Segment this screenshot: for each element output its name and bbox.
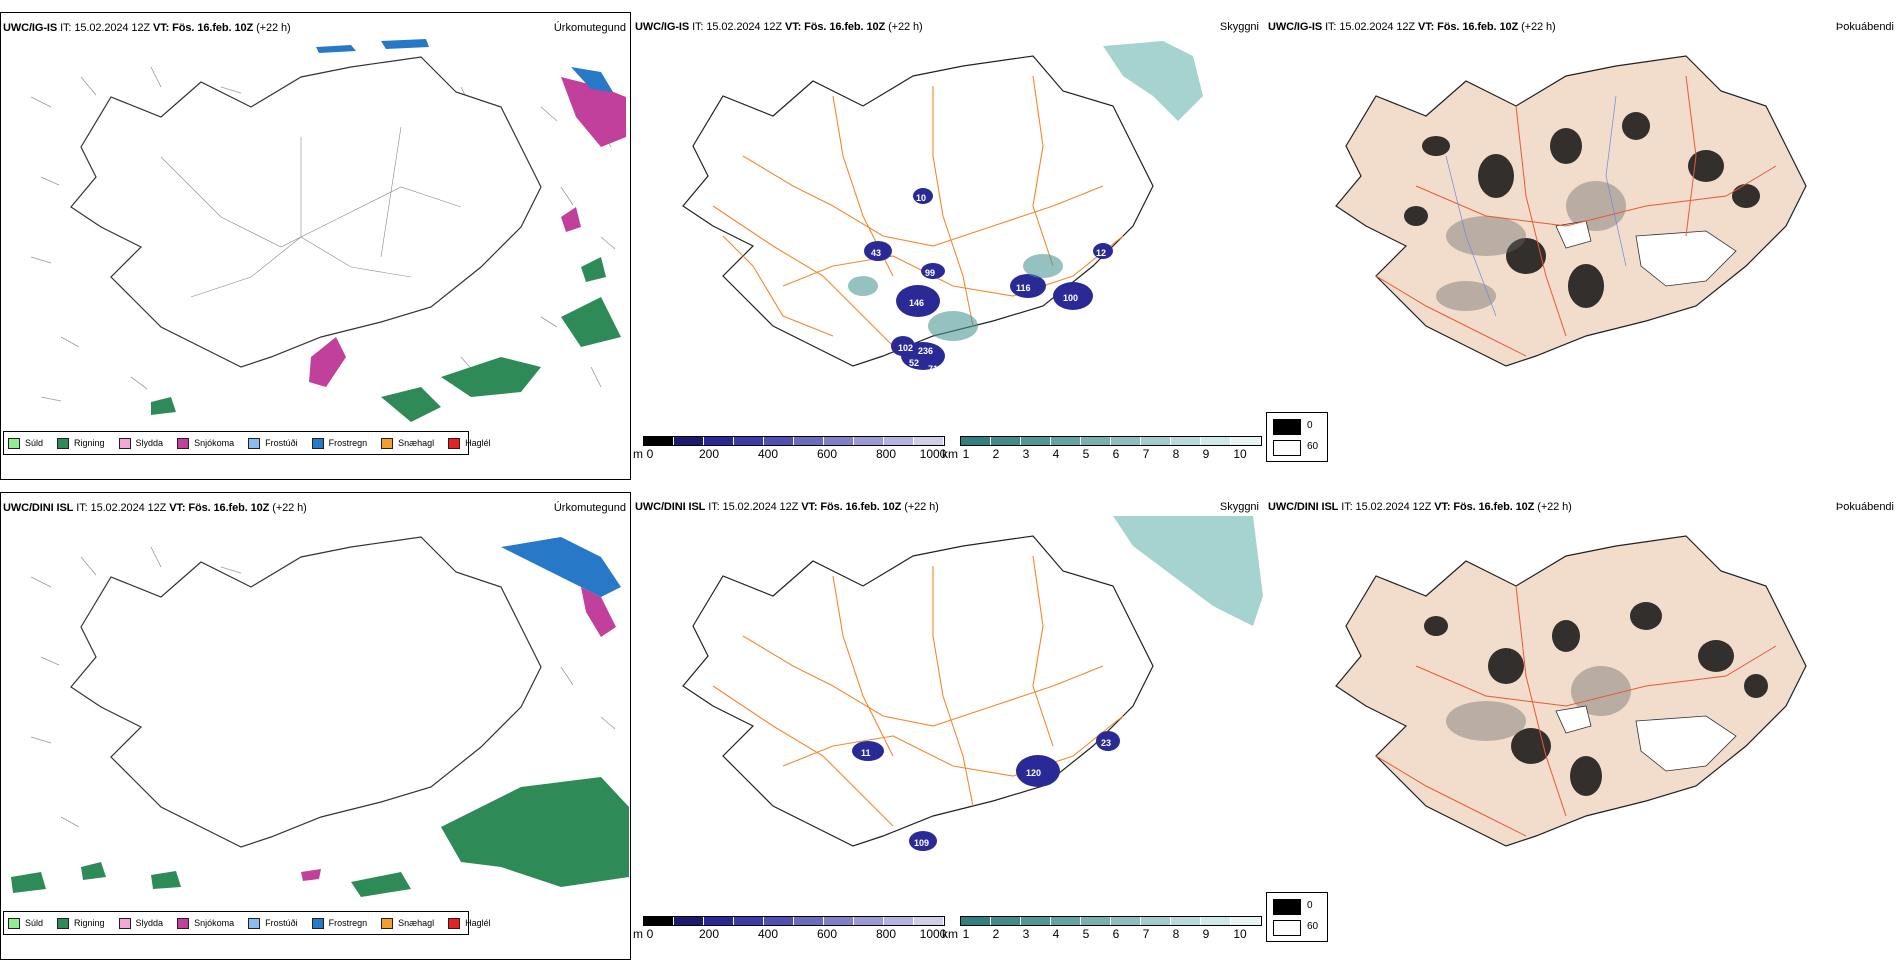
tick-label: 200: [698, 447, 720, 461]
cloud-label: 52: [909, 358, 919, 368]
panel-header: UWC/IG-IS IT: 15.02.2024 12Z VT: Fös. 16…: [3, 22, 291, 34]
cloud-label: 71: [928, 364, 938, 374]
cloud-label: 120: [1026, 768, 1041, 778]
cloud-label: 100: [1063, 293, 1078, 303]
tick-label: 9: [1202, 447, 1210, 461]
cloud-label: 236: [918, 346, 933, 356]
precip-map: [11, 536, 629, 897]
fog-index-map: [1335, 55, 1807, 367]
cloud-label: 102: [898, 343, 913, 353]
fog-index-map: [1335, 535, 1807, 847]
fog-legend: 0 60: [1266, 892, 1328, 942]
cloud-visibility-map: 11 120 23 109: [682, 516, 1263, 851]
visibility-colorbar: km 1 2 3 4 5 6 7 8 9 10: [942, 436, 1264, 462]
cloudbase-colorbar: m 0 200 400 600 800 1000: [633, 436, 949, 462]
panel-header: UWC/IG-IS IT: 15.02.2024 12Z VT: Fös. 16…: [1268, 21, 1556, 33]
cloud-label: 99: [925, 268, 935, 278]
tick-label: 0: [646, 447, 654, 461]
precip-type-legend: Súld Rigning Slydda Snjókoma Frostúði Fr…: [3, 431, 491, 455]
cloud-visibility-panel: UWC/DINI ISL IT: 15.02.2024 12Z VT: Fös.…: [633, 492, 1263, 960]
cloud-visibility-map: 10 43 99 146 116 100 12 102 236 52 71 40…: [682, 41, 1203, 374]
cloud-label: 23: [1101, 738, 1111, 748]
panel-header: UWC/IG-IS IT: 15.02.2024 12Z VT: Fös. 16…: [635, 21, 923, 33]
tick-label: 10: [1233, 447, 1247, 461]
tick-label: 1000: [919, 447, 947, 461]
legend-item: Rigning: [57, 437, 105, 449]
it-value: 15.02.2024 12Z: [74, 22, 151, 34]
cloud-label: 40: [963, 196, 973, 206]
tick-label: 800: [875, 447, 897, 461]
cloudbase-bar: [643, 436, 945, 446]
tick-label: 1: [962, 447, 970, 461]
precip-type-panel: UWC/DINI ISL IT: 15.02.2024 12Z VT: Fös.…: [0, 492, 631, 960]
tick-label: 7: [1142, 447, 1150, 461]
fog-index-panel: UWC/IG-IS IT: 15.02.2024 12Z VT: Fös. 16…: [1266, 12, 1898, 480]
tick-label: 400: [757, 447, 779, 461]
tick-label: 3: [1022, 447, 1030, 461]
tick-label: 2: [992, 447, 1000, 461]
legend-swatch: [311, 437, 324, 449]
cloud-label: 146: [909, 298, 924, 308]
panel-header: UWC/DINI ISL IT: 15.02.2024 12Z VT: Fös.…: [1268, 501, 1572, 513]
fog-index-panel: UWC/DINI ISL IT: 15.02.2024 12Z VT: Fös.…: [1266, 492, 1898, 960]
legend-swatch: [1273, 419, 1301, 435]
precip-map: [30, 39, 626, 422]
cloud-label: 11: [861, 748, 871, 758]
visibility-bar: [960, 436, 1262, 446]
cloud-label: 109: [914, 838, 929, 848]
cloudbase-colorbar: m 0 200 400 600 800 1000: [633, 916, 949, 942]
precip-type-legend: Súld Rigning Slydda Snjókoma Frostúði Fr…: [3, 911, 491, 935]
cloud-visibility-panel: UWC/IG-IS IT: 15.02.2024 12Z VT: Fös. 16…: [633, 12, 1263, 480]
lead-time: (+22 h): [256, 22, 291, 34]
panel-header: UWC/DINI ISL IT: 15.02.2024 12Z VT: Fös.…: [635, 501, 939, 513]
cloud-label: 12: [1096, 248, 1106, 258]
visibility-unit: km: [942, 447, 958, 461]
model-name: UWC/DINI ISL: [3, 502, 74, 514]
legend-swatch: [448, 437, 461, 449]
legend-swatch: [118, 437, 131, 449]
fog-legend: 0 60: [1266, 412, 1328, 462]
cloudbase-unit: m: [633, 447, 643, 461]
cloud-label: 10: [916, 193, 926, 203]
legend-item: Snæhagl: [381, 437, 434, 449]
tick-label: 4: [1052, 447, 1060, 461]
legend-swatch: [57, 437, 70, 449]
tick-label: 5: [1082, 447, 1090, 461]
visibility-colorbar: km 1 2 3 4 5 6 7 8 9 10: [942, 916, 1264, 942]
legend-item: Frostregn: [311, 437, 367, 449]
legend-swatch: [248, 437, 261, 449]
panel-title: Skyggni: [1219, 501, 1259, 513]
cloud-label: 43: [871, 248, 881, 258]
model-row-dini: UWC/DINI ISL IT: 15.02.2024 12Z VT: Fös.…: [0, 492, 1900, 962]
legend-swatch: [1273, 440, 1301, 456]
vt-label: VT:: [153, 22, 170, 34]
tick-label: 8: [1172, 447, 1180, 461]
legend-label: 60: [1307, 441, 1319, 452]
legend-swatch: [177, 437, 190, 449]
model-row-igis: UWC/IG-IS IT: 15.02.2024 12Z VT: Fös. 16…: [0, 12, 1900, 482]
legend-item: Frostúði: [248, 437, 298, 449]
vt-value: Fös. 16.feb. 10Z: [172, 22, 254, 34]
legend-swatch: [381, 437, 394, 449]
panel-title: Þokuábendi: [1835, 21, 1894, 33]
panel-header: UWC/DINI ISL IT: 15.02.2024 12Z VT: Fös.…: [3, 502, 307, 514]
panel-title: Þokuábendi: [1835, 501, 1894, 513]
cloud-label: 116: [1016, 283, 1031, 293]
it-label: IT:: [60, 22, 72, 34]
tick-label: 6: [1112, 447, 1120, 461]
legend-swatch: [8, 437, 20, 449]
model-name: UWC/IG-IS: [3, 22, 58, 34]
legend-item: Súld: [8, 437, 43, 449]
legend-label: 0: [1307, 420, 1313, 431]
legend-item: Snjókoma: [177, 437, 234, 449]
tick-label: 600: [816, 447, 838, 461]
panel-title: Úrkomutegund: [553, 502, 626, 514]
legend-item: Slydda: [118, 437, 163, 449]
panel-title: Úrkomutegund: [553, 22, 626, 34]
legend-item: Haglél: [448, 437, 491, 449]
cloud-label: 20: [1158, 208, 1168, 218]
panel-title: Skyggni: [1219, 21, 1259, 33]
precip-type-panel: UWC/IG-IS IT: 15.02.2024 12Z VT: Fös. 16…: [0, 12, 631, 480]
